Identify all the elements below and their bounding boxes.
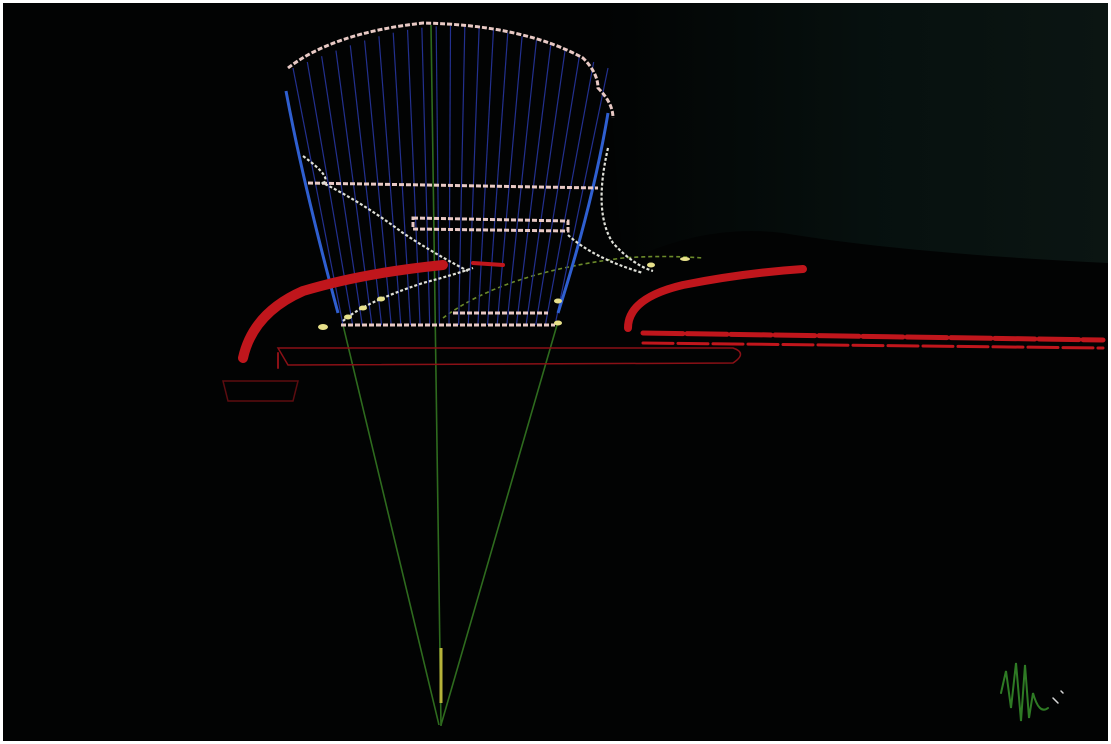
dome-rib xyxy=(544,61,595,326)
dome-rib xyxy=(496,36,523,326)
axis-lines xyxy=(342,24,704,727)
yellow-points xyxy=(318,257,690,330)
dome-rib xyxy=(515,45,552,326)
red-ramps xyxy=(222,260,1106,402)
dome-rib xyxy=(363,40,392,326)
dome-rib xyxy=(406,29,421,326)
dome-rib xyxy=(458,26,466,326)
artwork-frame xyxy=(3,3,1108,741)
architectural-sketch xyxy=(3,3,1108,741)
dome-rib xyxy=(506,40,538,326)
dome-rib xyxy=(392,32,412,326)
dome-rib xyxy=(435,26,440,326)
sky-haze xyxy=(603,3,1108,263)
dome-rib xyxy=(421,27,431,326)
wing-curves xyxy=(302,147,654,322)
dome-rib xyxy=(486,32,509,326)
dome-rib xyxy=(467,27,480,326)
dome-outline xyxy=(287,21,615,327)
dome-rib xyxy=(477,29,495,326)
dome-rib xyxy=(554,67,609,326)
dome-rib xyxy=(535,56,580,326)
signature-mark xyxy=(1000,662,1064,722)
dome-rib xyxy=(378,36,402,326)
dome-rib xyxy=(525,50,566,326)
